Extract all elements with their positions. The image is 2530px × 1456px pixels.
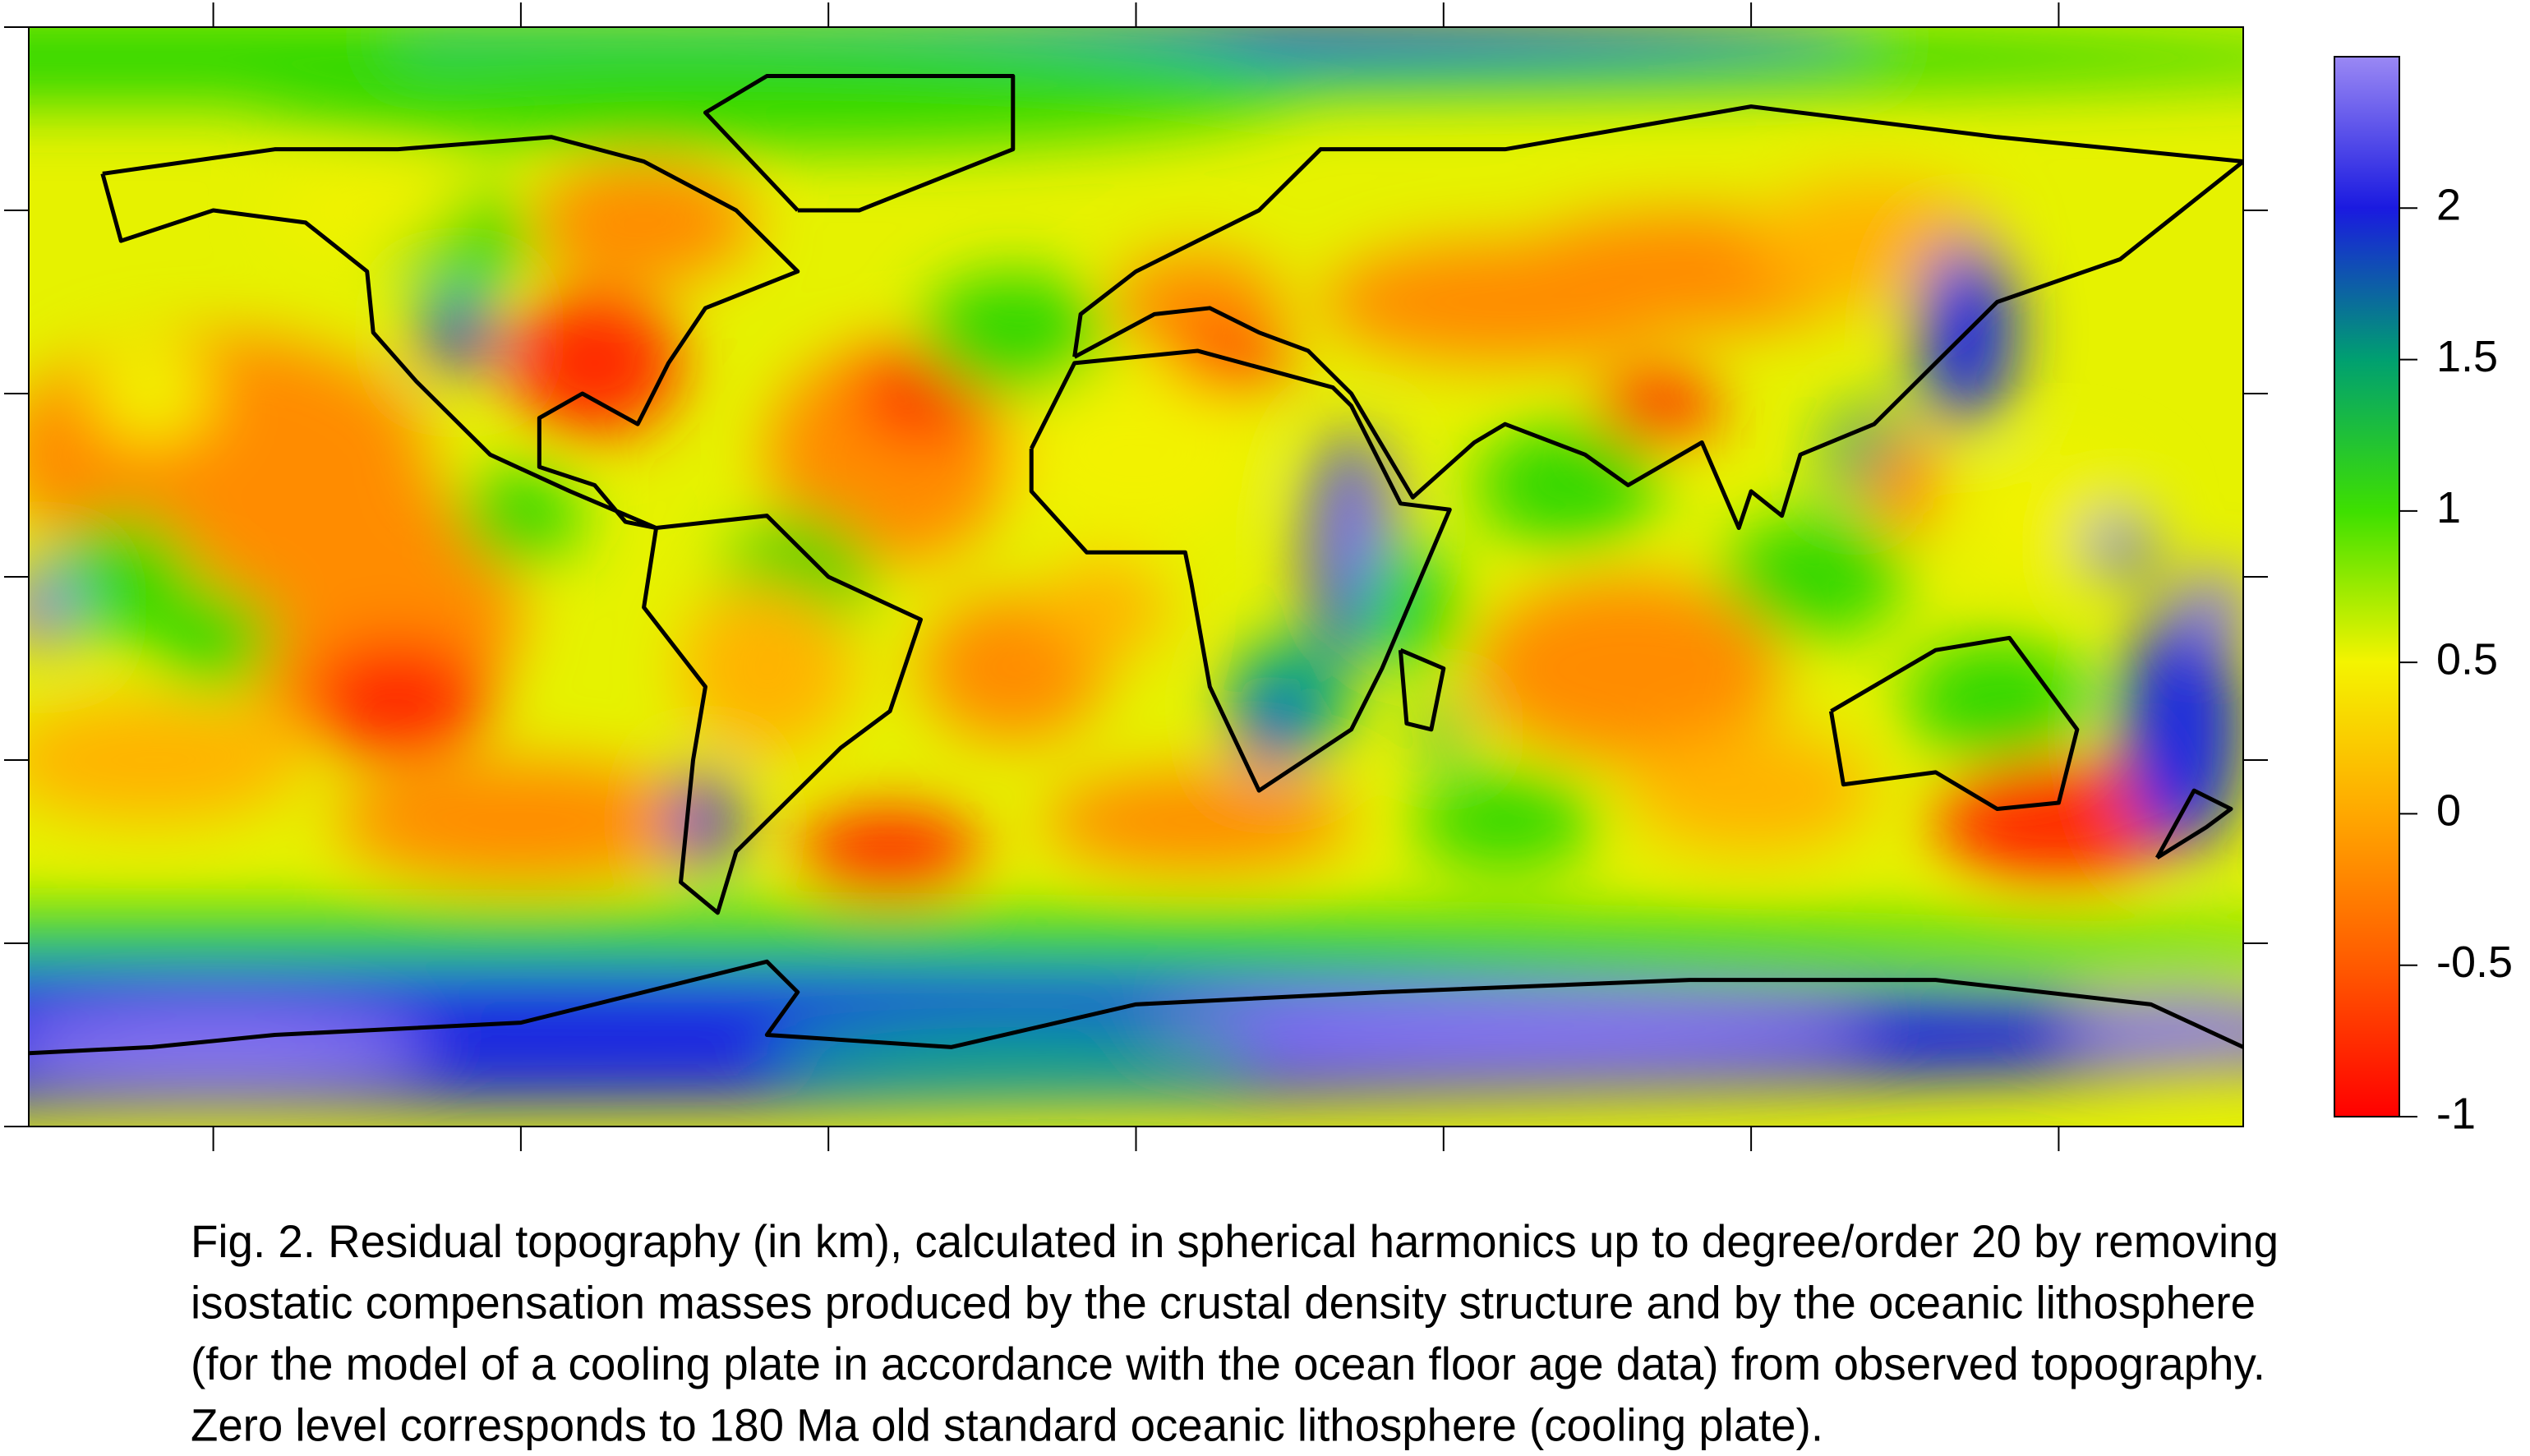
heat-blob [2175, 570, 2243, 644]
coastline [1072, 104, 2243, 531]
heat-blob [1474, 577, 1782, 760]
heat-blob [797, 809, 983, 895]
heat-blob [47, 515, 196, 638]
coastline [1828, 635, 2080, 811]
heat-blob [1044, 558, 1167, 657]
colorbar [2334, 56, 2400, 1117]
heat-blob [508, 289, 681, 437]
heat-blob [90, 344, 214, 443]
caption-line: Zero level corresponds to 180 Ma old sta… [191, 1399, 1823, 1451]
residual-topography-map [29, 27, 2243, 1127]
heat-blob [1012, 369, 1260, 541]
heat-blob [1597, 369, 1721, 443]
heat-blob [274, 173, 460, 247]
coastline [100, 135, 800, 531]
coastline [703, 73, 1016, 213]
heat-blob [422, 296, 496, 370]
colorbar-tick-label: -1 [2436, 1089, 2476, 1138]
heat-blob [1044, 772, 1352, 870]
caption-line: isostatic compensation masses produced b… [191, 1277, 2256, 1329]
colorbar-tick-label: -0.5 [2436, 938, 2513, 987]
heat-blob [29, 906, 2243, 980]
coastline [1398, 647, 1446, 732]
heat-blob [2058, 992, 2243, 1066]
colorbar-tick-label: 2 [2436, 181, 2461, 230]
colorbar-ticks: -1 -0.5 0 0.5 1 1.5 2 [2399, 181, 2513, 1138]
heat-blob [2089, 515, 2151, 577]
colorbar-tick-label: 1.5 [2436, 332, 2498, 381]
colorbar-tick-label: 0 [2436, 786, 2461, 836]
heat-blob [1905, 638, 2090, 761]
heat-blob [29, 570, 78, 644]
heat-blob [1166, 332, 1290, 394]
heat-blob [1363, 546, 1463, 669]
colorbar-tick-label: 0.5 [2436, 634, 2498, 684]
heat-blob [1720, 515, 1906, 638]
heat-blob [305, 638, 491, 761]
caption: Fig. 2. Residual topography (in km), cal… [191, 1215, 2279, 1451]
coastline [2155, 788, 2233, 860]
coastline [29, 959, 2243, 1056]
colorbar-tick-label: 1 [2436, 483, 2461, 532]
heat-blob [1240, 693, 1302, 767]
heat-blob [680, 583, 854, 754]
coastline [642, 514, 923, 915]
heat-blob [767, 1022, 1260, 1084]
heat-blob [1136, 992, 1874, 1066]
heat-blob [1628, 729, 1874, 852]
heat-blob [29, 698, 306, 822]
heat-blob [2120, 607, 2243, 852]
heat-blob [1412, 772, 1597, 870]
heat-blob [459, 467, 583, 565]
heatmap-field [29, 27, 2243, 1108]
heat-blob [1474, 424, 1659, 546]
caption-line: (for the model of a cooling plate in acc… [191, 1338, 2265, 1389]
heat-blob [29, 1010, 429, 1084]
coastline [1029, 348, 1452, 793]
heat-blob [532, 161, 755, 284]
heat-blob [213, 27, 1321, 150]
heat-blob [1333, 467, 1382, 589]
heat-blob [1418, 705, 1468, 754]
coastlines [29, 73, 2243, 1056]
heat-blob [336, 760, 706, 882]
heat-blob [1111, 253, 1284, 351]
heat-blob [151, 588, 275, 687]
caption-line: Fig. 2. Residual topography (in km), cal… [191, 1215, 2279, 1267]
map-frame-ticks [4, 2, 2268, 1151]
heat-blob [920, 271, 1106, 394]
heat-blob [1935, 760, 2182, 882]
heat-blob [1868, 436, 1942, 534]
